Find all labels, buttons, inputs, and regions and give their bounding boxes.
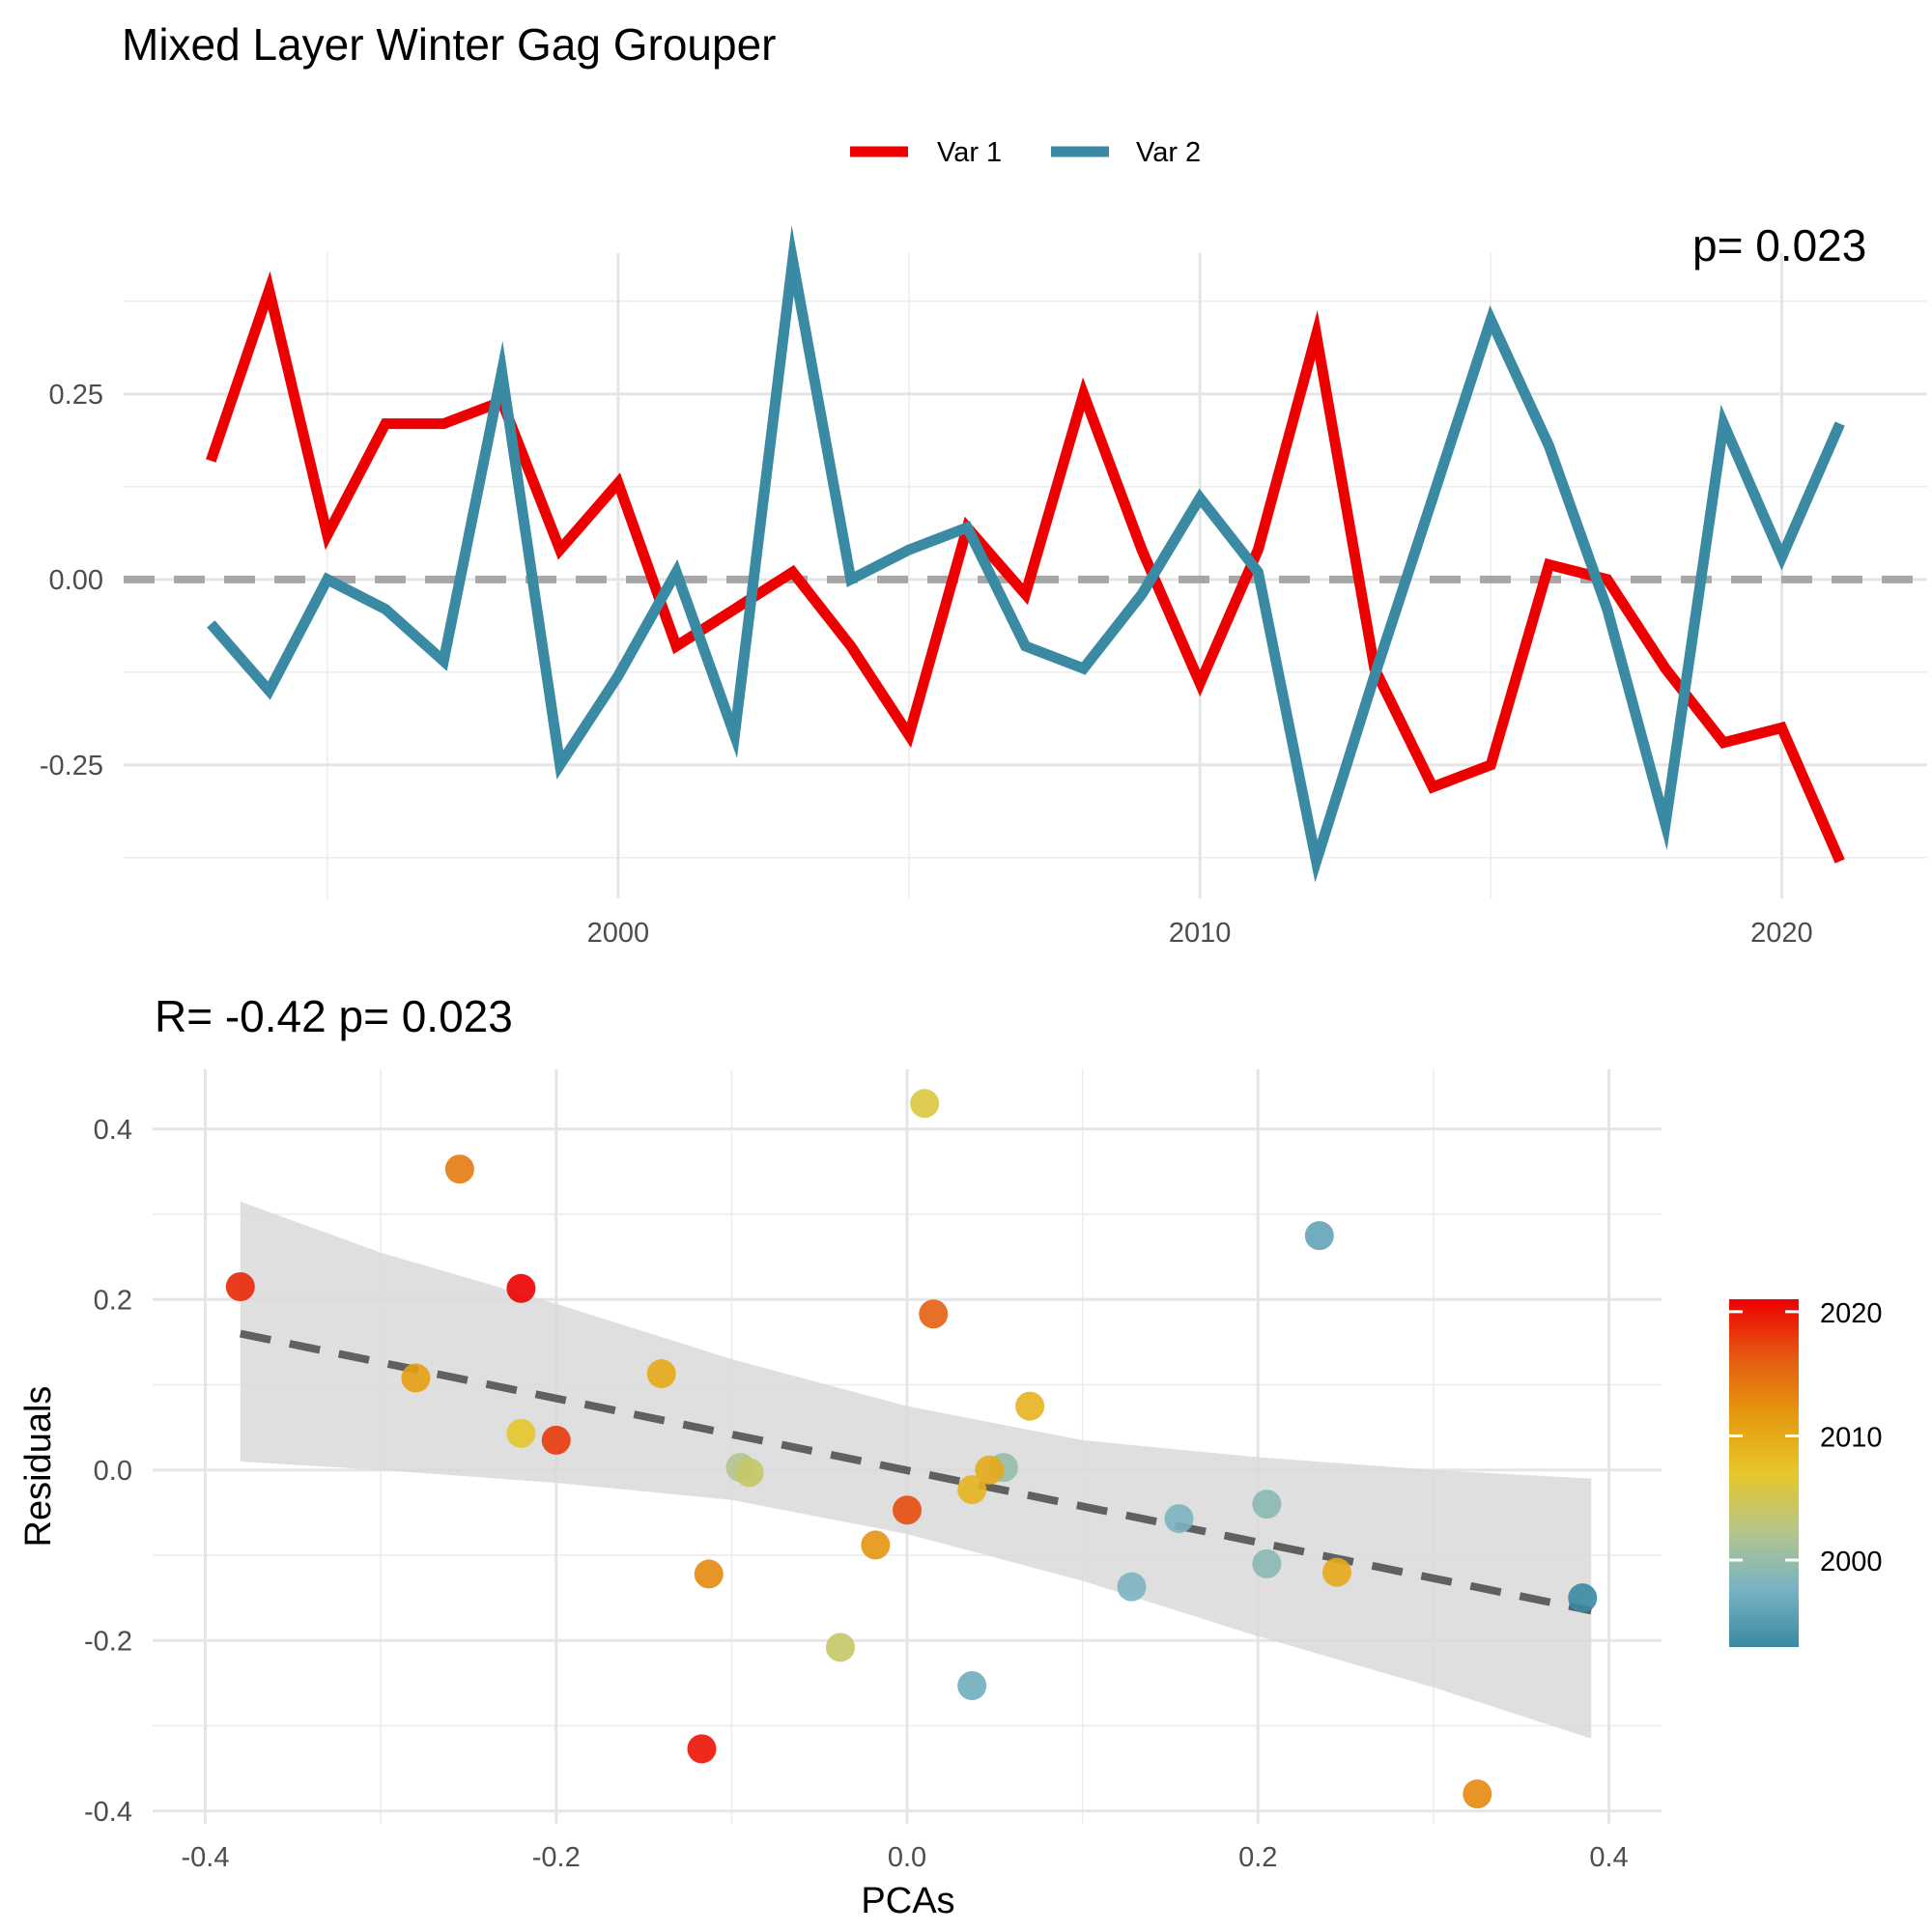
scatter-point: [401, 1363, 431, 1393]
colorbar-gradient: [1729, 1299, 1799, 1647]
scatter-point: [861, 1530, 891, 1560]
series-line-var-1: [206, 270, 1845, 864]
colorbar-label: 2020: [1820, 1298, 1883, 1329]
x-tick-label: 0.0: [888, 1842, 926, 1873]
scatter-point: [957, 1671, 987, 1701]
corner-annotation: p= 0.023: [1692, 220, 1866, 270]
x-tick-label: 2020: [1750, 918, 1813, 949]
scatter-point: [734, 1458, 764, 1488]
scatter-point: [1252, 1548, 1282, 1578]
scatter-points: [225, 1089, 1598, 1809]
top-tick-labels: 2000 2010 2020 -0.25 0.00 0.25: [40, 380, 1813, 949]
scatter-point: [1252, 1490, 1282, 1520]
x-tick-label: 2000: [587, 918, 650, 949]
x-tick-label: 2010: [1169, 918, 1232, 949]
x-tick-label: 0.4: [1589, 1842, 1628, 1873]
scatter-point: [1463, 1779, 1492, 1809]
scatter-point: [893, 1495, 922, 1525]
figure-title: Mixed Layer Winter Gag Grouper: [122, 19, 777, 70]
y-tick-label: -0.4: [84, 1797, 132, 1828]
confidence-band: [240, 1201, 1592, 1739]
x-tick-label: -0.4: [181, 1842, 229, 1873]
scatter-point: [1304, 1221, 1334, 1251]
x-axis-title: PCAs: [861, 1881, 954, 1921]
y-tick-label: -0.2: [84, 1626, 132, 1657]
confidence-band-area: [240, 1201, 1592, 1739]
scatter-point: [694, 1559, 724, 1589]
x-tick-label: -0.2: [532, 1842, 581, 1873]
top-series: [206, 225, 1845, 883]
scatter-point: [444, 1154, 474, 1184]
regression-line: [240, 1329, 1593, 1615]
top-legend: Var 1 Var 2: [850, 137, 1201, 168]
y-tick-label: 0.25: [49, 380, 103, 411]
scatter-point: [1015, 1391, 1045, 1421]
legend-label-var-1: Var 1: [937, 137, 1002, 168]
colorbar-label: 2010: [1820, 1422, 1883, 1453]
y-tick-label: 0.0: [94, 1456, 132, 1487]
scatter-point: [541, 1425, 571, 1455]
y-tick-label: 0.4: [94, 1115, 132, 1146]
scatter-title: R= -0.42 p= 0.023: [155, 991, 513, 1041]
scatter-point: [506, 1418, 536, 1448]
scatter-point: [1117, 1572, 1147, 1602]
scatter-point: [957, 1475, 987, 1505]
x-tick-label: 0.2: [1238, 1842, 1277, 1873]
scatter-point: [919, 1299, 949, 1329]
year-colorbar: 2000 2010 2020: [1729, 1298, 1883, 1647]
legend-label-var-2: Var 2: [1136, 137, 1201, 168]
scatter-point: [687, 1734, 717, 1764]
y-tick-label: -0.25: [40, 751, 103, 781]
series-line-var-2: [207, 225, 1845, 883]
y-tick-label: 0.00: [49, 565, 103, 596]
regression-fit-line: [240, 1329, 1593, 1615]
colorbar-label: 2000: [1820, 1547, 1883, 1577]
scatter-point: [506, 1273, 536, 1303]
scatter-panel: -0.4 -0.2 0.0 0.2 0.4-0.4-0.20.00.20.4 PCAs …: [18, 1069, 1662, 1921]
scatter-point: [975, 1455, 1005, 1485]
scatter-point: [825, 1633, 855, 1662]
scatter-point: [1568, 1583, 1598, 1613]
scatter-point: [646, 1359, 676, 1389]
scatter-point: [1164, 1504, 1194, 1534]
y-tick-label: 0.2: [94, 1285, 132, 1316]
scatter-point: [1321, 1557, 1351, 1587]
scatter-tick-labels: -0.4 -0.2 0.0 0.2 0.4 -0.4 -0.2 0.0 0.2 0.4: [84, 1115, 1629, 1873]
scatter-point: [910, 1089, 940, 1119]
y-axis-title: Residuals: [18, 1386, 59, 1548]
time-series-panel: 2000 2010 2020 -0.25 0.00 0.25 p= 0.023: [40, 220, 1927, 949]
scatter-point: [225, 1272, 255, 1302]
